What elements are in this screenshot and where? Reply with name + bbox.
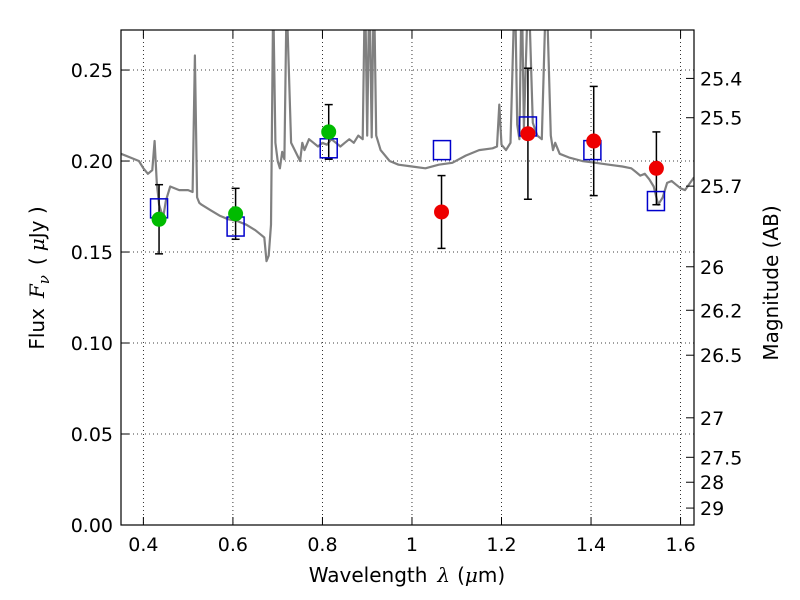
x-axis-unit-mu: μ (465, 563, 478, 587)
y-axis-unit-mu: μ (25, 238, 49, 251)
observed-photometry-points (151, 124, 664, 227)
x-tick-label: 1.6 (665, 534, 695, 556)
y-tick-label: 0.20 (71, 151, 113, 173)
observed-point-marker (151, 211, 167, 227)
x-axis-lambda-symbol: λ (436, 563, 450, 587)
magnitude-tick-label: 25.5 (700, 108, 742, 130)
magnitude-tick-label: 27.5 (700, 447, 742, 469)
x-tick-label: 0.8 (307, 534, 337, 556)
plot-frame (120, 29, 695, 526)
x-tick-label: 1.4 (576, 534, 606, 556)
grid-lines (121, 30, 694, 526)
x-tick-label: 0.4 (128, 534, 158, 556)
x-axis-title: Wavelength λ (μm) (309, 563, 505, 587)
y-axis-nu-subscript: ν (35, 275, 53, 284)
x-tick-label: 1 (406, 534, 418, 556)
magnitude-tick-label: 27 (700, 408, 724, 430)
y-axis-unit-open: ( (25, 257, 49, 265)
magnitude-tick-label: 29 (700, 498, 724, 520)
magnitude-tick-label: 26.5 (700, 345, 742, 367)
y-tick-label: 0.10 (71, 333, 113, 355)
x-tick-label: 0.6 (218, 534, 248, 556)
x-axis-ticks: 0.4 0.6 0.8 1 1.2 1.4 1.6 (128, 30, 696, 556)
magnitude-axis-title: Magnitude (AB) (759, 205, 783, 360)
y-axis-ticks: 0.00 0.05 0.10 0.15 0.20 0.25 (71, 60, 129, 537)
magnitude-tick-label: 25.4 (700, 68, 742, 90)
magnitude-tick-label: 28 (700, 472, 724, 494)
magnitude-tick-label: 26 (700, 257, 724, 279)
magnitude-tick-label: 25.7 (700, 176, 742, 198)
sed-model-curve-group (121, 30, 694, 263)
y-tick-label: 0.25 (71, 60, 113, 82)
y-axis-unit-rest: Jy ) (25, 206, 49, 240)
magnitude-tick-label: 26.2 (700, 300, 742, 322)
observed-point-marker (228, 206, 244, 222)
x-axis-unit-rest: m) (478, 563, 505, 587)
y-tick-label: 0.15 (71, 242, 113, 264)
y-axis-label-text: Flux (25, 308, 49, 350)
y-tick-label: 0.00 (71, 515, 113, 537)
model-square-marker (646, 190, 666, 212)
observed-point-marker (321, 124, 337, 140)
y-axis-flux-symbol: F (25, 283, 49, 299)
x-axis-label-text: Wavelength (309, 563, 428, 587)
observed-point-marker (648, 160, 664, 176)
observed-point-marker (520, 126, 536, 142)
observed-point-marker (586, 133, 602, 149)
y-tick-label: 0.05 (71, 424, 113, 446)
y-axis-title: Flux Fν ( μJy ) (25, 206, 53, 349)
model-square-marker (432, 139, 452, 161)
sed-model-line (121, 30, 694, 263)
x-tick-label: 1.2 (486, 534, 516, 556)
observed-point-marker (434, 204, 450, 220)
x-axis-unit-open: ( (457, 563, 465, 587)
magnitude-axis-ticks: 25.4 25.5 25.7 26 26.2 26.5 27 27.5 28 29 (686, 68, 742, 520)
